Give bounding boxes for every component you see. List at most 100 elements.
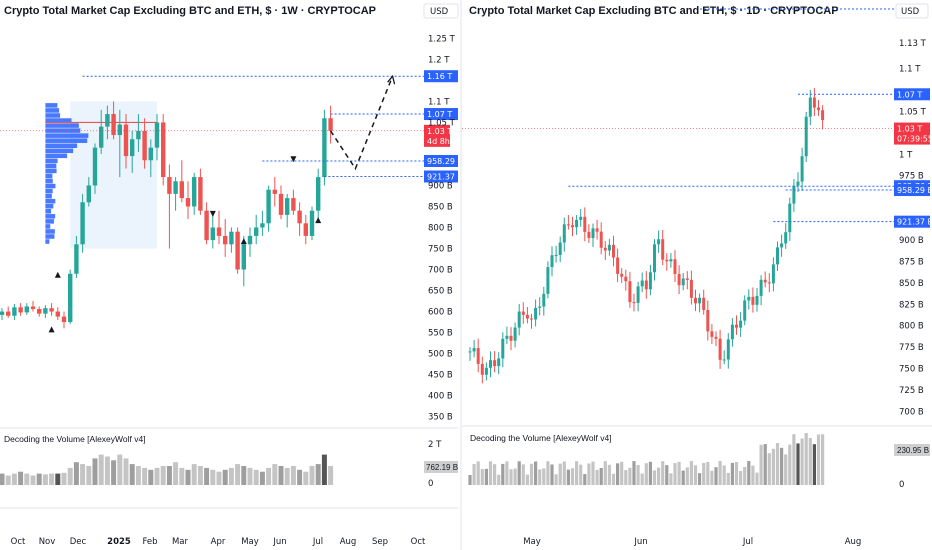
volume-bar [595, 469, 599, 485]
volume-bar [677, 461, 681, 485]
volume-bar [669, 473, 673, 485]
volume-bar [228, 467, 234, 485]
candle-body [739, 320, 743, 328]
candle-body [583, 216, 587, 232]
price-tick-label: 725 B [899, 386, 924, 396]
volume-bar [788, 444, 792, 485]
candle-body [546, 267, 550, 294]
signal-marker [54, 271, 61, 278]
volume-bar [542, 468, 546, 485]
profile-bar [45, 158, 58, 164]
volume-bar [726, 472, 730, 485]
volume-bar [587, 463, 591, 485]
volume-bar [290, 466, 296, 485]
candle-body [68, 273, 73, 323]
volume-bar [796, 443, 800, 485]
candle-body [714, 336, 718, 339]
volume-bar [197, 466, 203, 485]
volume-bar [620, 461, 624, 485]
left-currency-box[interactable] [423, 3, 459, 19]
candle-body [117, 124, 122, 136]
left-time-axis[interactable]: Oct Nov Dec 2025 Feb Mar Apr May Jun Jul Aug Sep Oct [11, 537, 426, 547]
candle-body [123, 124, 129, 157]
candle-body [681, 278, 685, 286]
right-daily-chart[interactable]: Crypto Total Market Cap Excluding BTC an… [462, 3, 932, 547]
left-ind-tick-zero: 0 [428, 479, 433, 489]
price-tick-label: 650 B [428, 287, 453, 297]
candle-body [266, 189, 271, 224]
level-tag-text: 921.37 B [897, 218, 932, 227]
volume-bar [812, 444, 816, 485]
level-tag-text: 1.07 T [427, 110, 452, 119]
candle-body [130, 139, 135, 157]
candle-body [497, 358, 501, 367]
price-tick-label: 850 B [899, 279, 924, 289]
price-tick-label: 1.1 T [899, 65, 921, 75]
candle-body [260, 223, 265, 228]
candle-body [530, 318, 533, 320]
volume-bar [309, 466, 315, 485]
volume-bar [529, 463, 534, 485]
candle-body [821, 110, 825, 121]
right-chart-title: Crypto Total Market Cap Excluding BTC an… [469, 5, 839, 17]
volume-bar [730, 462, 734, 485]
price-tick-label: 1 T [899, 150, 913, 160]
volume-bar [253, 469, 259, 485]
right-time-axis[interactable]: May Jun Jul Aug [523, 537, 861, 547]
candle-body [80, 202, 85, 245]
profile-bar [45, 214, 56, 219]
candle-body [595, 228, 599, 232]
volume-bar [747, 461, 751, 485]
candle-body [501, 338, 505, 359]
price-tick-label: 700 B [428, 266, 453, 276]
candle-body [804, 116, 808, 157]
volume-bar [497, 474, 501, 485]
signal-marker [290, 156, 297, 163]
candle-body [480, 363, 484, 375]
candle-body [303, 223, 308, 236]
candle-body [86, 185, 91, 203]
volume-bar [521, 464, 525, 485]
candle-body [558, 242, 562, 255]
volume-bar [763, 444, 767, 485]
candle-body [111, 114, 116, 136]
volume-bar [698, 473, 702, 485]
profile-bar [45, 143, 78, 148]
level-tag [894, 88, 930, 101]
profile-bar [45, 168, 57, 174]
volume-bar [755, 472, 759, 485]
volume-bar [816, 434, 821, 485]
signal-marker [48, 326, 55, 333]
left-price-axis[interactable]: 1.25 T 1.2 T 1.1 T 1.05 T 900 B 850 B 800 B 750… [428, 34, 456, 422]
right-volume-bars [468, 433, 825, 485]
profile-bar [45, 234, 55, 239]
time-tick-label: Jul [742, 537, 753, 547]
price-tick-label: 775 B [899, 343, 924, 353]
left-weekly-chart[interactable]: Crypto Total Market Cap Excluding BTC an… [0, 3, 463, 547]
price-tick-label: 900 B [428, 181, 453, 191]
right-price-axis[interactable]: 1.13 T 1.1 T 1.05 T 1 T 975 B 900 B 875 B 850 B… [899, 39, 927, 418]
right-indicator-label: Decoding the Volume [AlexeyWolf v4] [470, 433, 612, 443]
candle-body [784, 232, 788, 244]
volume-bar [160, 466, 166, 485]
candle-body [297, 210, 302, 224]
volume-bar [575, 461, 579, 485]
candle-body [272, 189, 277, 194]
volume-bar [808, 438, 812, 485]
profile-bar [45, 193, 52, 199]
candle-body [198, 177, 203, 211]
time-tick-label: Feb [142, 537, 157, 547]
candle-body [780, 243, 784, 248]
profile-bar [45, 183, 56, 189]
candle-body [669, 259, 673, 262]
level-tag [424, 108, 458, 121]
time-tick-label: Jun [633, 537, 647, 547]
volume-bar [123, 458, 129, 485]
candle-body [161, 122, 166, 178]
right-currency-box[interactable] [895, 3, 929, 19]
volume-bar [804, 433, 808, 485]
level-tag-text: 958.29 B [427, 157, 463, 166]
candle-body [599, 231, 603, 248]
volume-bar [550, 464, 554, 485]
